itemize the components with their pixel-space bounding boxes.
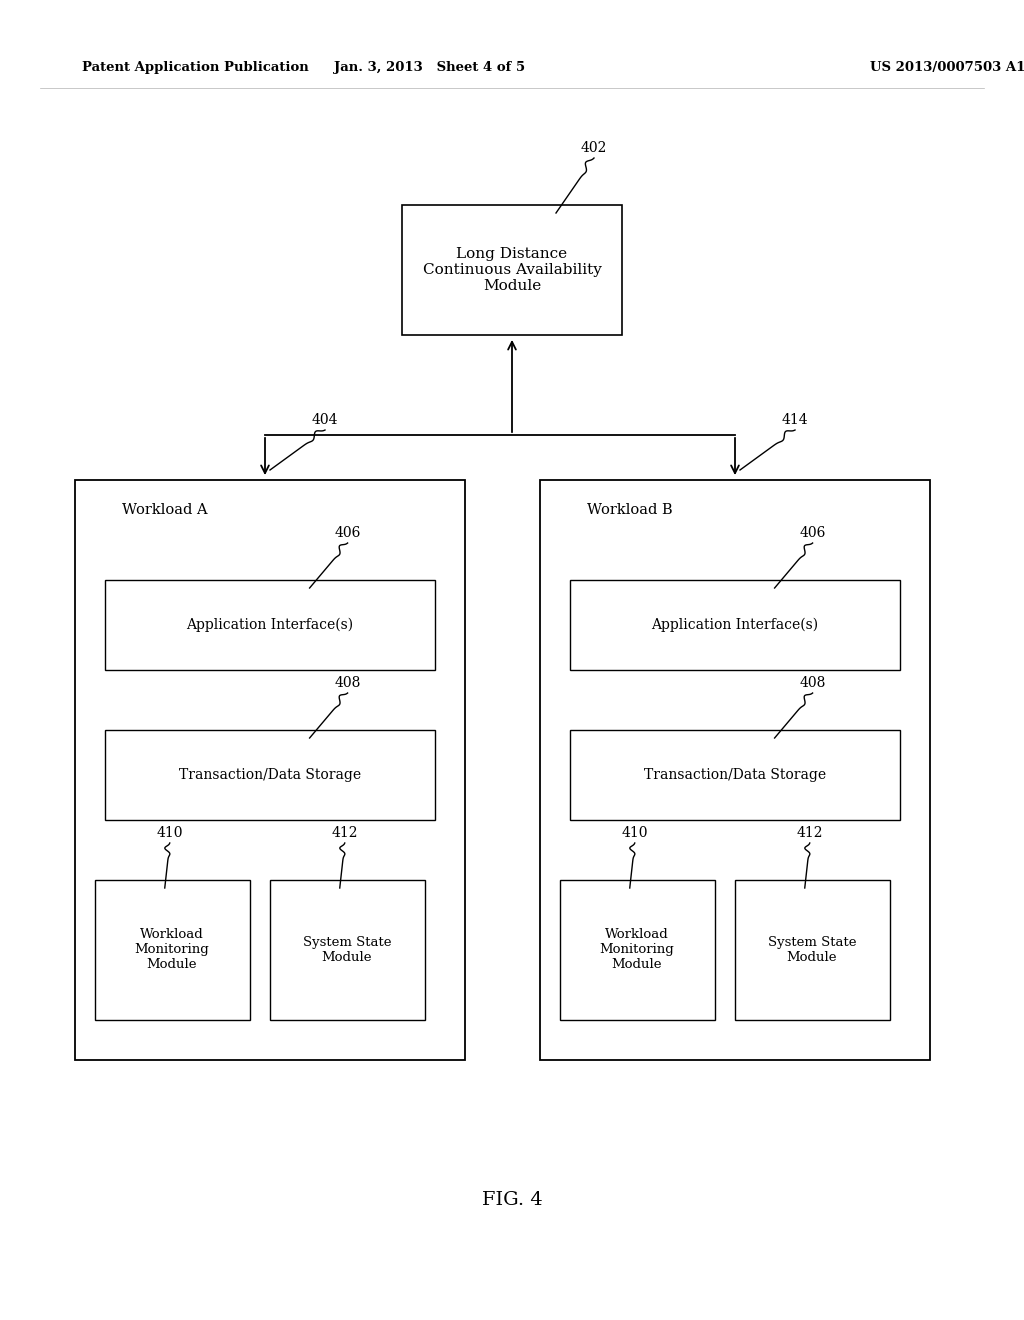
Text: Long Distance
Continuous Availability
Module: Long Distance Continuous Availability Mo… xyxy=(423,247,601,293)
Bar xyxy=(570,579,900,671)
Text: US 2013/0007503 A1: US 2013/0007503 A1 xyxy=(870,62,1024,74)
Text: 410: 410 xyxy=(157,826,183,840)
Text: 406: 406 xyxy=(800,525,825,540)
Bar xyxy=(402,205,622,335)
Bar xyxy=(105,579,435,671)
Bar xyxy=(270,880,425,1020)
Text: Jan. 3, 2013   Sheet 4 of 5: Jan. 3, 2013 Sheet 4 of 5 xyxy=(335,62,525,74)
Text: 410: 410 xyxy=(622,826,648,840)
Text: FIG. 4: FIG. 4 xyxy=(481,1191,543,1209)
Text: Workload
Monitoring
Module: Workload Monitoring Module xyxy=(600,928,675,972)
Bar xyxy=(560,880,715,1020)
Text: System State
Module: System State Module xyxy=(303,936,391,964)
Bar xyxy=(95,880,250,1020)
Text: Workload A: Workload A xyxy=(122,503,208,517)
Bar xyxy=(570,730,900,820)
Text: 402: 402 xyxy=(581,141,607,154)
Bar xyxy=(540,480,930,1060)
Text: 412: 412 xyxy=(332,826,358,840)
Text: Transaction/Data Storage: Transaction/Data Storage xyxy=(644,768,826,781)
Text: 408: 408 xyxy=(335,676,360,690)
Bar xyxy=(75,480,465,1060)
Text: 404: 404 xyxy=(311,413,338,426)
Text: Workload B: Workload B xyxy=(587,503,673,517)
Text: Patent Application Publication: Patent Application Publication xyxy=(82,62,309,74)
Text: 406: 406 xyxy=(335,525,360,540)
Text: Application Interface(s): Application Interface(s) xyxy=(651,618,818,632)
Bar xyxy=(735,880,890,1020)
Text: 408: 408 xyxy=(800,676,825,690)
Text: Workload
Monitoring
Module: Workload Monitoring Module xyxy=(134,928,209,972)
Text: Application Interface(s): Application Interface(s) xyxy=(186,618,353,632)
Text: Transaction/Data Storage: Transaction/Data Storage xyxy=(179,768,361,781)
Text: 412: 412 xyxy=(797,826,823,840)
Bar xyxy=(105,730,435,820)
Text: System State
Module: System State Module xyxy=(768,936,856,964)
Text: 414: 414 xyxy=(781,413,808,426)
